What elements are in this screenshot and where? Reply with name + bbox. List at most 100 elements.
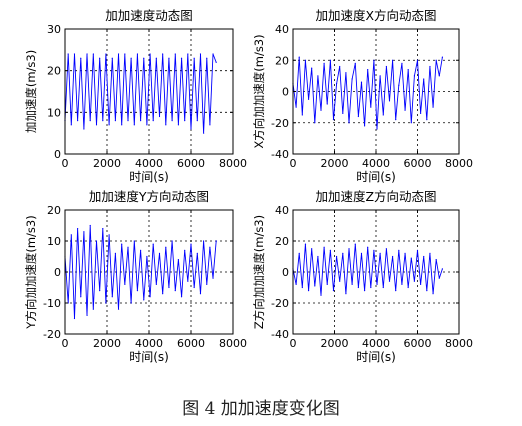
data-point	[426, 119, 428, 121]
data-point	[111, 296, 113, 298]
y-tick-label: 40	[275, 204, 289, 217]
data-point	[307, 98, 310, 100]
x-tick-label: 2000	[321, 337, 349, 350]
data-point	[407, 69, 409, 71]
y-axis-label: Z方向加加速度(m/s3)	[252, 215, 266, 329]
data-point	[149, 53, 151, 55]
y-tick-label: 20	[47, 65, 61, 78]
data-point	[149, 296, 151, 298]
data-point	[86, 53, 88, 55]
x-tick-label: 8000	[445, 157, 473, 170]
data-point	[363, 290, 366, 292]
figure-caption: 图 4 加加速度变化图	[182, 399, 340, 419]
x-tick-label: 0	[290, 337, 297, 350]
data-point	[171, 120, 173, 122]
y-tick-label: 10	[47, 106, 61, 119]
data-point	[95, 124, 98, 126]
data-point	[420, 112, 422, 114]
data-point	[404, 252, 406, 254]
data-point	[420, 283, 422, 285]
y-axis-label: Y方向加加速度(m/s3)	[24, 215, 38, 329]
data-point	[165, 246, 167, 248]
y-tick-label: 0	[282, 86, 289, 99]
data-point	[184, 249, 186, 251]
data-point	[190, 243, 192, 245]
data-point	[392, 59, 394, 61]
data-point	[410, 122, 412, 124]
data-point	[155, 57, 157, 59]
data-point	[124, 53, 126, 55]
data-point	[404, 109, 406, 111]
data-point	[108, 234, 110, 236]
x-tick-label: 0	[290, 157, 297, 170]
data-point	[136, 53, 139, 55]
data-point	[323, 62, 325, 64]
data-point	[136, 290, 139, 292]
data-point	[301, 286, 303, 289]
data-point	[70, 124, 72, 126]
data-point	[416, 249, 419, 251]
data-point	[140, 120, 142, 122]
data-point	[203, 240, 205, 242]
data-point	[89, 120, 91, 122]
data-point	[435, 59, 437, 61]
data-point	[339, 65, 341, 68]
data-point	[162, 293, 164, 295]
data-point	[143, 299, 145, 301]
data-point	[146, 255, 148, 258]
data-point	[70, 234, 72, 236]
data-point	[177, 259, 179, 261]
y-tick-label: 20	[275, 235, 289, 248]
data-point	[314, 285, 316, 287]
x-tick-label: 0	[62, 157, 69, 170]
chart-title: 加加速度动态图	[105, 8, 193, 23]
data-point	[174, 53, 176, 55]
y-tick-label: 20	[275, 54, 289, 67]
data-point	[432, 106, 434, 108]
data-point	[117, 308, 120, 310]
data-point	[86, 314, 88, 316]
data-point	[326, 283, 328, 285]
data-point	[199, 53, 202, 55]
data-point	[73, 317, 76, 320]
data-point	[108, 124, 110, 126]
data-point	[335, 255, 338, 258]
data-point	[133, 124, 135, 126]
y-tick-label: 0	[54, 148, 61, 161]
data-point	[99, 57, 101, 59]
data-point	[345, 72, 347, 74]
data-point	[130, 57, 132, 59]
data-point	[332, 290, 335, 292]
data-point	[382, 114, 384, 116]
data-point	[206, 283, 208, 285]
data-point	[379, 75, 381, 77]
data-point	[304, 243, 307, 245]
data-point	[388, 100, 391, 102]
data-point	[348, 122, 350, 124]
data-point	[298, 56, 300, 58]
data-point	[67, 53, 69, 55]
chart-title: 加加速度Y方向动态图	[89, 189, 209, 204]
data-point	[354, 243, 356, 245]
subplot-2: 0 2000 4000 6000 8000 -40 -20 0 20 40 加加速度X方向动态图时间…	[252, 8, 473, 184]
x-tick-label: 4000	[135, 337, 163, 350]
y-tick-label: 30	[47, 23, 61, 36]
data-point	[215, 61, 217, 63]
x-tick-label: 8000	[219, 337, 247, 350]
data-point	[117, 53, 120, 55]
data-point	[102, 120, 104, 122]
data-point	[373, 249, 375, 251]
data-point	[180, 57, 183, 59]
data-point	[429, 252, 431, 254]
x-tick-label: 4000	[362, 337, 390, 350]
data-point	[83, 231, 85, 233]
data-point	[212, 53, 214, 55]
data-point	[407, 286, 409, 289]
x-tick-label: 6000	[404, 157, 432, 170]
data-point	[111, 57, 113, 59]
data-point	[209, 124, 211, 126]
data-point	[102, 228, 104, 230]
y-tick-label: 40	[275, 23, 289, 36]
